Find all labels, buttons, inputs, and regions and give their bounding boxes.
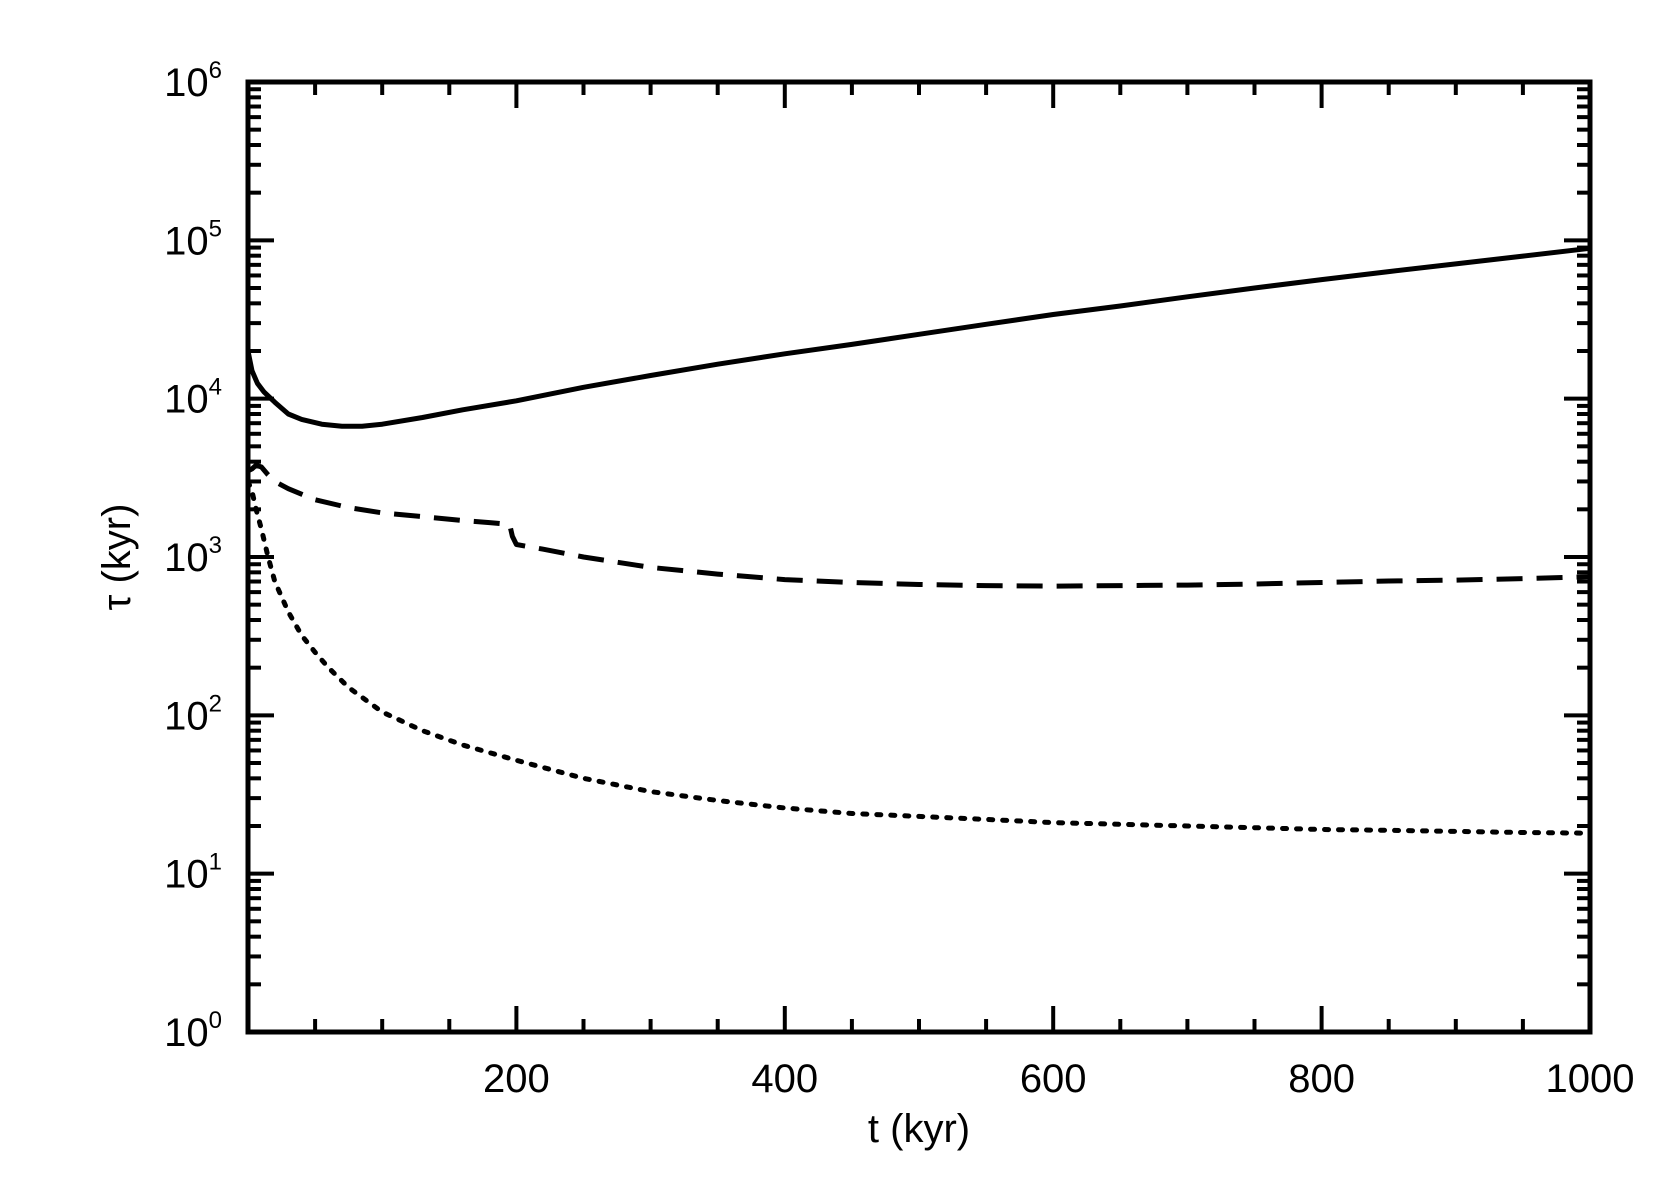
label-layer: 200 400 600 800 1000 100 101 102 103 104 105 106 [164,57,1634,1101]
x-tick-label: 600 [1020,1057,1087,1101]
y-tick-label: 104 [164,374,222,422]
series-line-solid [245,245,1591,429]
series-line-dotted [245,479,1593,836]
y-axis-title: τ (kyr) [95,504,139,611]
y-tick-label: 103 [164,532,222,580]
x-tick-label: 800 [1288,1057,1355,1101]
x-tick-label: 1000 [1546,1057,1635,1101]
series-layer [245,245,1593,836]
series-line-dashed [246,462,1591,589]
x-axis-title: t (kyr) [868,1107,970,1151]
tick-layer [248,80,1590,1034]
y-tick-label: 100 [164,1007,222,1055]
plot-frame [245,79,1593,1035]
y-tick-label: 102 [164,690,222,738]
x-tick-label: 200 [483,1057,550,1101]
y-tick-label: 101 [164,849,222,897]
y-tick-label: 106 [164,57,222,105]
y-tick-label: 105 [164,215,222,263]
x-tick-label: 400 [751,1057,818,1101]
